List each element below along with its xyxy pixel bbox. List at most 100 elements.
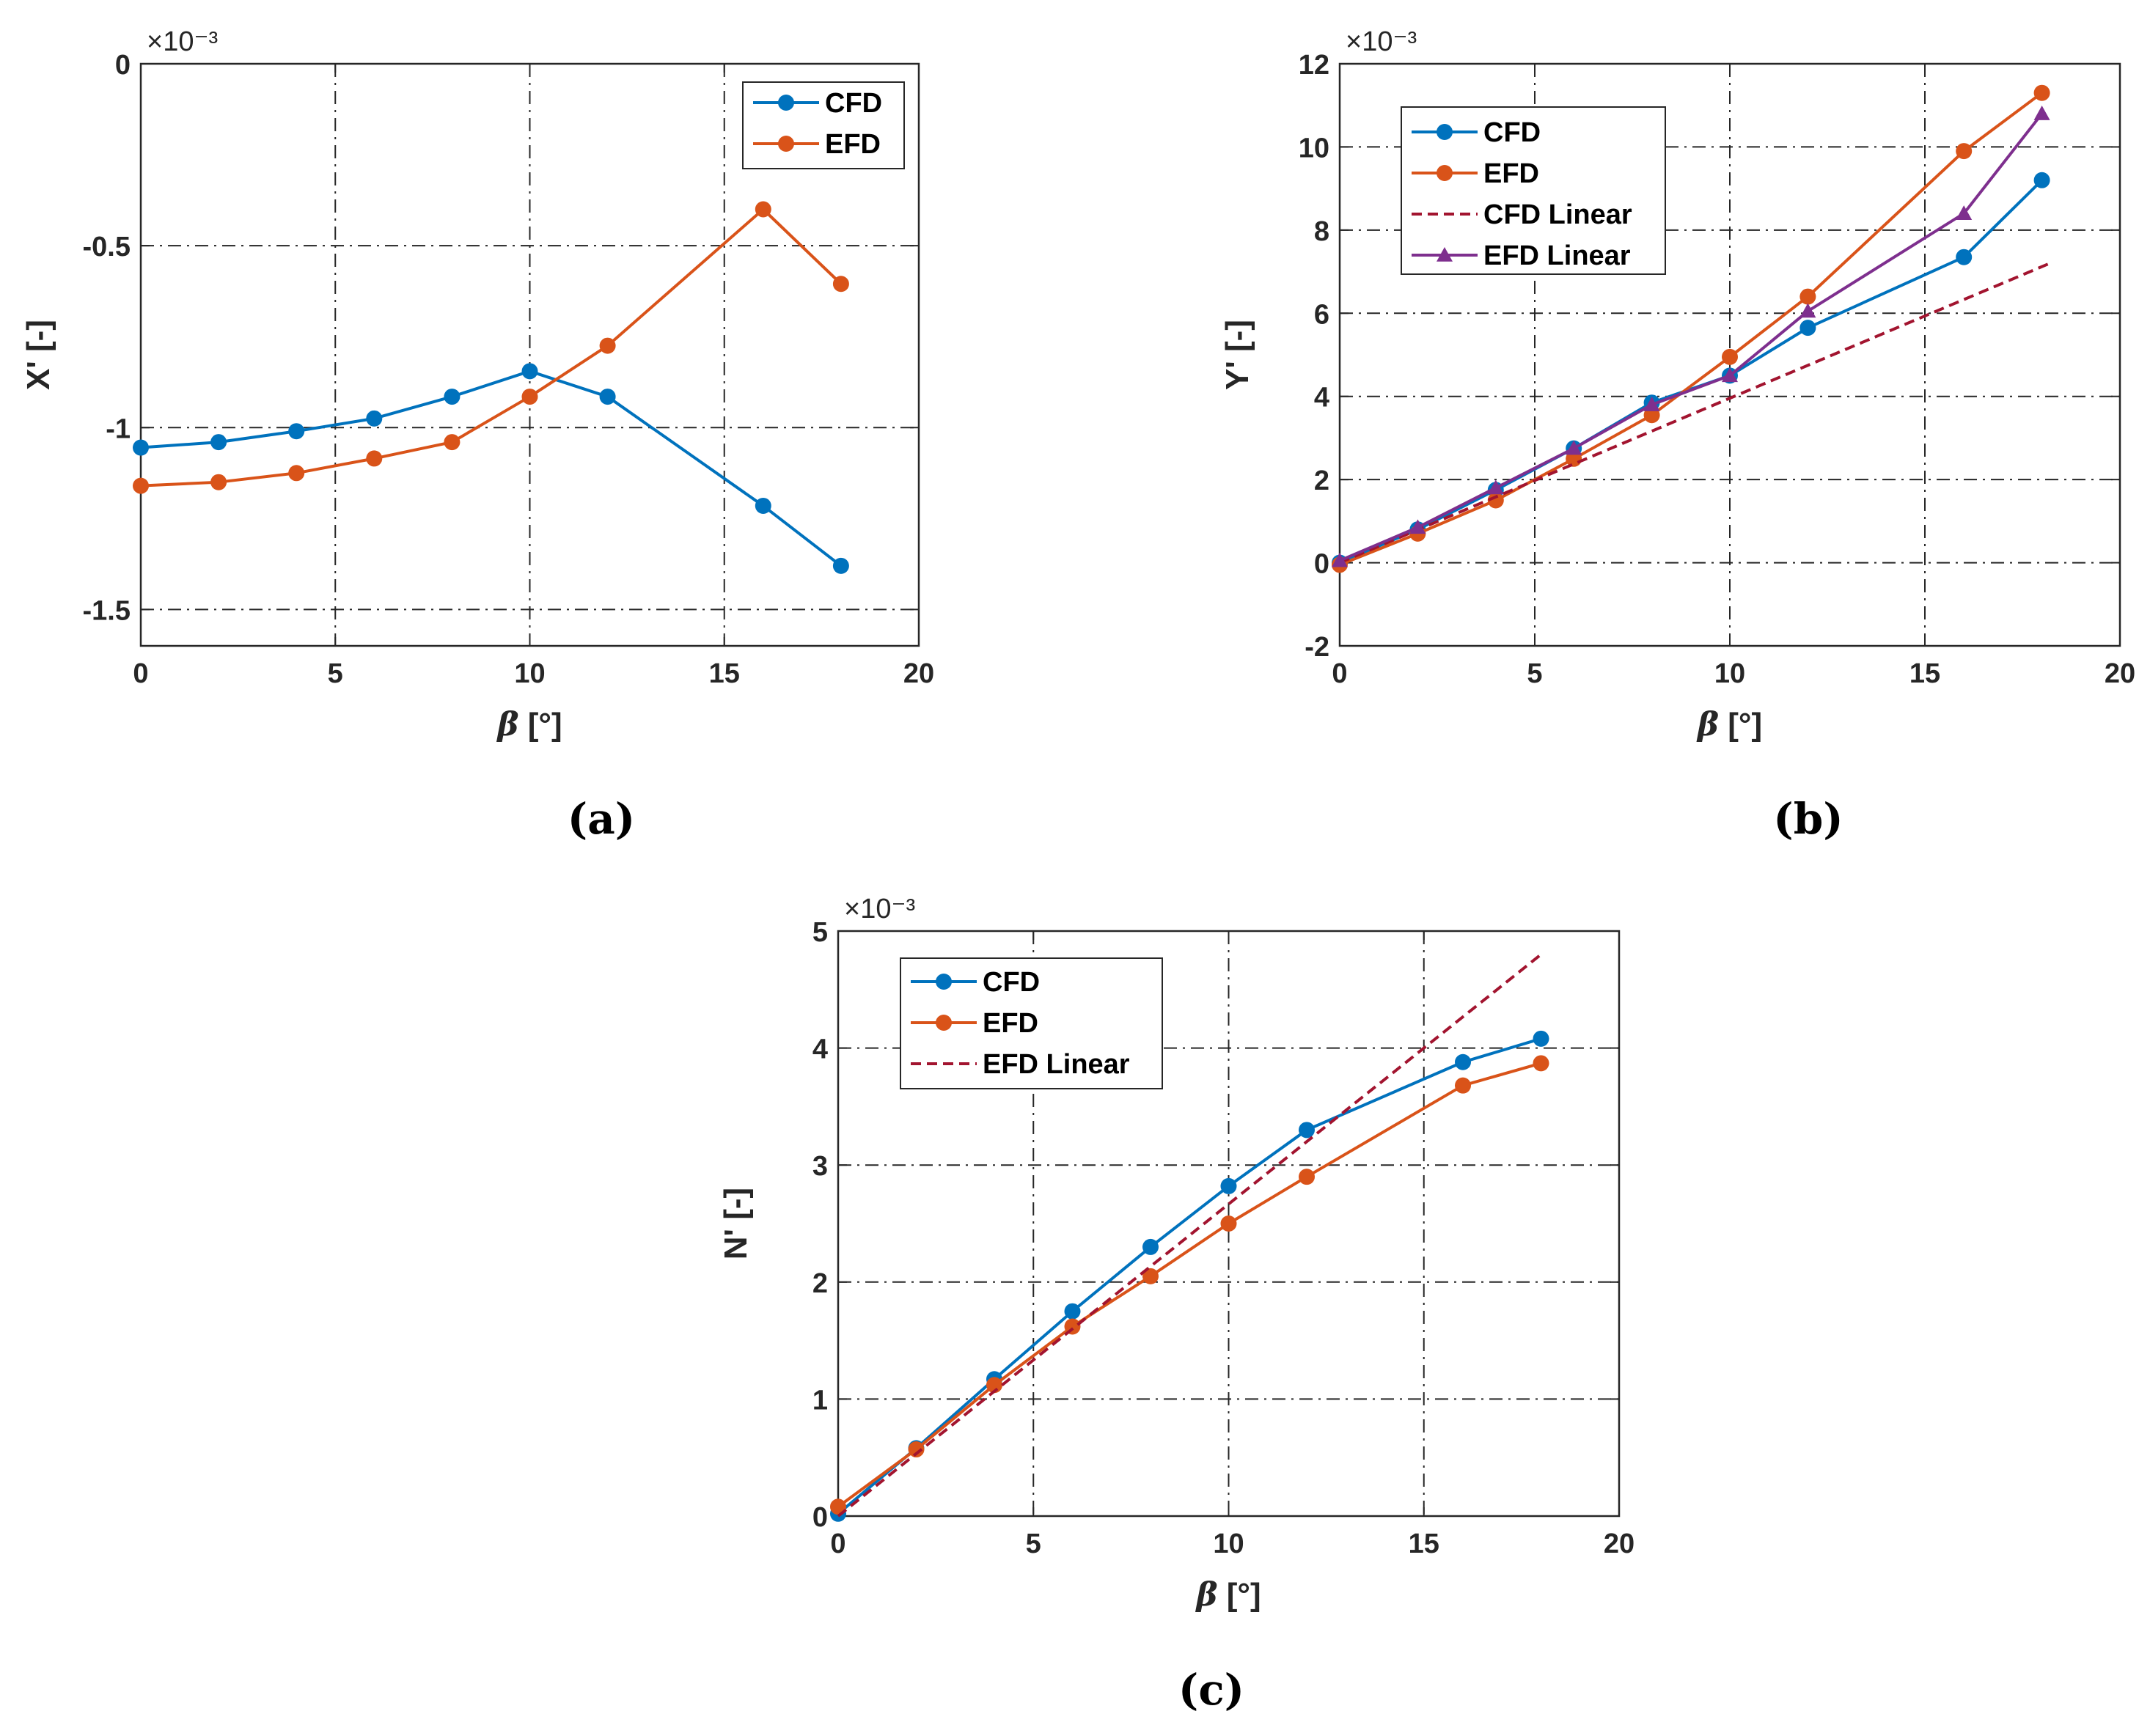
series-line	[837, 953, 1542, 1518]
legend-box	[742, 81, 905, 169]
y-exponent-label: ×10⁻³	[147, 26, 218, 57]
data-point-marker	[830, 1498, 846, 1515]
data-point-marker	[1487, 479, 1504, 495]
legend: CFD EFD CFD Linear EFD Linear	[1401, 106, 1666, 275]
data-point-marker	[2033, 84, 2050, 101]
y-tick-label: 0	[812, 1502, 828, 1533]
data-point-marker	[1799, 303, 1816, 318]
legend-entry: CFD Linear	[1412, 199, 1632, 230]
y-tick-label: 6	[1314, 299, 1329, 330]
y-tick-label: -1.5	[83, 595, 131, 626]
data-point-marker	[755, 201, 771, 218]
y-tick-label: 8	[1314, 216, 1329, 247]
chart-panel-c: 0 5 10 15 20 0 1 2 3 4 5 ×10⁻³ β [°] N' [-] CFD EFD EFD …	[718, 894, 1634, 1715]
data-point-marker	[1142, 1268, 1159, 1284]
x-tick-label: 20	[903, 658, 934, 689]
legend-entry: EFD Linear	[911, 1049, 1130, 1080]
legend-label: CFD	[825, 88, 882, 119]
data-point-marker	[444, 389, 461, 405]
data-point-marker	[755, 497, 771, 514]
legend-label: EFD	[1483, 158, 1539, 189]
x-tick-label: 5	[1026, 1529, 1041, 1559]
legend-label: CFD Linear	[1483, 199, 1632, 230]
data-point-marker	[1064, 1303, 1081, 1320]
y-tick-label: 3	[812, 1151, 828, 1182]
x-tick-label: 0	[133, 658, 148, 689]
data-point-marker	[832, 557, 849, 574]
y-tick-label: 1	[812, 1385, 828, 1416]
panel-caption: (c)	[1178, 1665, 1244, 1715]
data-point-marker	[1332, 552, 1348, 567]
data-point-marker	[1799, 288, 1816, 305]
data-point-marker	[599, 389, 616, 405]
legend-swatch-marker	[778, 136, 794, 152]
x-tick-label: 15	[1909, 658, 1940, 689]
data-point-marker	[1299, 1169, 1315, 1185]
legend-swatch-marker	[1437, 247, 1453, 262]
legend-entry: CFD	[753, 88, 882, 119]
y-tick-label: -0.5	[83, 232, 131, 262]
y-tick-label: 10	[1299, 133, 1329, 163]
series-cfd	[133, 363, 849, 574]
y-axis-label: X' [-]	[21, 320, 56, 390]
data-point-marker	[599, 337, 616, 354]
x-tick-label: 10	[1213, 1529, 1244, 1559]
data-point-marker	[1455, 1077, 1471, 1094]
data-point-marker	[832, 276, 849, 293]
legend-entry: EFD	[1412, 158, 1539, 189]
y-exponent-label: ×10⁻³	[1346, 26, 1417, 57]
series-efd	[133, 201, 849, 494]
legend-entry: EFD	[753, 129, 881, 160]
legend-label: EFD	[983, 1008, 1038, 1039]
x-axis-label: β [°]	[496, 706, 562, 743]
legend-entry: EFD Linear	[1412, 240, 1631, 271]
data-point-marker	[444, 434, 461, 451]
legend-label: EFD	[825, 129, 881, 160]
x-axis-label: β [°]	[1696, 706, 1762, 743]
data-point-marker	[288, 465, 305, 482]
legend: CFD EFD EFD Linear	[900, 957, 1163, 1089]
x-tick-label: 15	[709, 658, 740, 689]
data-point-marker	[521, 389, 538, 405]
data-point-marker	[1643, 397, 1660, 411]
legend-swatch-marker	[936, 974, 952, 990]
y-tick-label: -1	[106, 413, 131, 444]
data-point-marker	[1220, 1177, 1237, 1194]
data-point-marker	[1956, 143, 1973, 160]
data-point-marker	[1956, 249, 1973, 265]
data-point-marker	[986, 1377, 1002, 1394]
data-point-marker	[1722, 367, 1738, 383]
data-point-marker	[521, 363, 538, 380]
data-point-marker	[1142, 1238, 1159, 1255]
legend-swatch-marker	[1437, 165, 1453, 181]
y-tick-label: 0	[115, 50, 131, 81]
data-point-marker	[1722, 348, 1738, 365]
x-tick-label: 0	[1332, 658, 1347, 689]
y-tick-label: -2	[1305, 632, 1329, 663]
x-tick-label: 0	[830, 1529, 845, 1559]
x-tick-label: 5	[328, 658, 343, 689]
x-tick-label: 10	[1714, 658, 1745, 689]
chart-panel-a: 0 5 10 15 20 -1.5 -1 -0.5 0 ×10⁻³ β [°] X' [-] CFD EF…	[21, 26, 934, 844]
x-tick-label: 20	[1604, 1529, 1634, 1559]
series-efd-linear	[837, 953, 1542, 1518]
y-tick-label: 0	[1314, 549, 1329, 580]
data-point-marker	[1566, 440, 1582, 455]
legend-label: EFD Linear	[1483, 240, 1631, 271]
y-tick-label: 2	[812, 1268, 828, 1299]
data-point-marker	[366, 410, 383, 427]
series-efd-linear	[1332, 106, 2050, 567]
legend-swatch-marker	[1437, 124, 1453, 140]
legend-entry: EFD	[911, 1008, 1038, 1039]
data-point-marker	[133, 439, 149, 456]
x-axis-label: β [°]	[1195, 1576, 1261, 1614]
x-tick-label: 15	[1409, 1529, 1439, 1559]
data-point-marker	[1455, 1053, 1471, 1070]
y-axis-label: Y' [-]	[1219, 320, 1255, 390]
series-efd	[830, 1055, 1549, 1515]
panel-caption: (a)	[568, 794, 635, 844]
y-exponent-label: ×10⁻³	[844, 894, 915, 924]
data-point-marker	[133, 477, 149, 494]
x-tick-label: 10	[514, 658, 545, 689]
